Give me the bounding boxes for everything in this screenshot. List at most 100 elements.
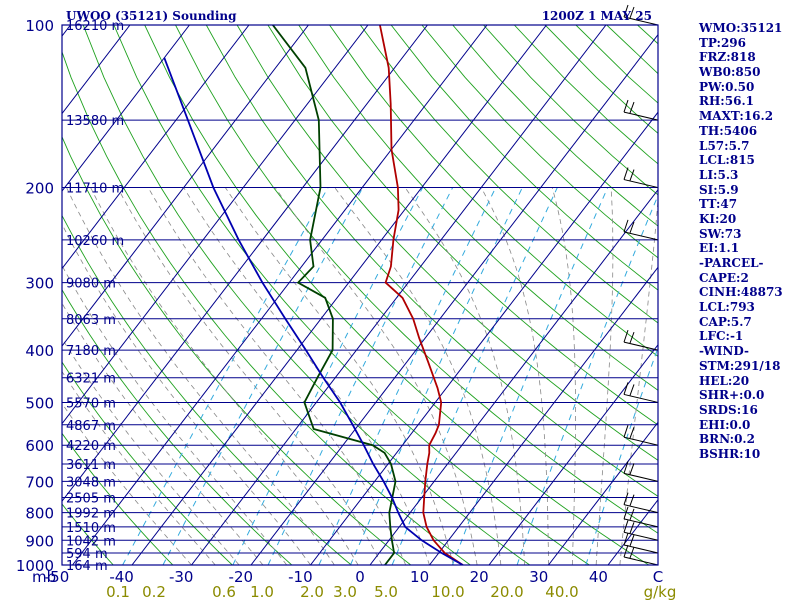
isotherm — [62, 25, 428, 502]
index-item: L57:5.7 — [699, 138, 750, 153]
mixing-ratio-tick-label: 20.0 — [490, 583, 523, 600]
height-label: 6321 m — [66, 372, 116, 387]
temperature-tick-label: 40 — [589, 568, 608, 586]
index-item: STM:291/18 — [699, 358, 781, 373]
height-label: 3048 m — [66, 475, 116, 490]
moist-adiabat — [274, 187, 478, 565]
temperature-tick-label: -40 — [109, 568, 134, 586]
height-label: 7180 m — [66, 344, 116, 359]
pressure-tick-label: 500 — [25, 394, 54, 412]
stability-indices: WMO:35121 TP:296 FRZ:818 WB0:850 PW:0.50 RH:5… — [699, 21, 783, 462]
index-item: FRZ:818 — [699, 50, 756, 65]
pressure-tick-label: 300 — [25, 275, 54, 293]
isotherm — [62, 25, 309, 347]
height-label: 10260 m — [66, 234, 124, 249]
temperature-tick-label: -10 — [288, 568, 313, 586]
index-item: LFC:-1 — [699, 329, 744, 344]
profile-lines — [163, 25, 464, 565]
mixing-ratio-tick-label: 10.0 — [431, 583, 464, 600]
temperature-line — [379, 25, 464, 565]
pressure-tick-label: 900 — [25, 532, 54, 550]
index-item: PW:0.50 — [699, 79, 755, 94]
index-item: KI:20 — [699, 211, 737, 226]
index-item: LI:5.3 — [699, 167, 739, 182]
height-label: 594 m — [66, 547, 108, 562]
index-item: WB0:850 — [699, 65, 761, 80]
index-item: BRN:0.2 — [699, 432, 755, 447]
mixing-ratio-line — [391, 187, 558, 565]
height-label: 9080 m — [66, 277, 116, 292]
index-item: -WIND- — [699, 344, 749, 359]
isotherm — [488, 343, 658, 565]
height-label: 1992 m — [66, 507, 116, 522]
wind-barb — [623, 99, 659, 121]
sounding-time: 1200Z 1 MAY 25 — [542, 9, 652, 23]
isotherm — [429, 266, 658, 565]
wind-barb — [623, 425, 659, 446]
index-item: -PARCEL- — [699, 256, 764, 270]
height-label: 8063 m — [66, 313, 116, 328]
temperature-tick-label: C — [653, 568, 663, 586]
index-item: EI:1.1 — [699, 241, 740, 256]
moist-adiabat — [66, 187, 335, 565]
moist-adiabat — [183, 187, 430, 565]
mixing-ratio-tick-label: 3.0 — [333, 583, 357, 600]
temperature-tick-label: -50 — [45, 568, 70, 586]
isotherm — [62, 25, 250, 270]
station-title: UWOO (35121) Sounding — [66, 9, 237, 23]
index-item: CAPE:2 — [699, 270, 749, 285]
dry-adiabat — [792, 25, 800, 565]
isotherm — [369, 188, 658, 565]
axis-labels: 16210 m 13580 m 11710 m 10260 m 9080 m 8063 m… — [16, 17, 677, 600]
height-label: 164 m — [66, 559, 108, 574]
index-item: HEL:20 — [699, 373, 750, 388]
wind-barb — [623, 461, 659, 482]
mixing-ratio-line — [516, 194, 658, 565]
mixing-ratio-tick-label: 1.0 — [250, 583, 274, 600]
mixing-ratio-tick-label: g/kg — [644, 583, 677, 600]
moist-adiabat — [117, 187, 383, 565]
wind-barb — [623, 382, 659, 403]
mixing-ratio-tick-label: 0.6 — [212, 583, 236, 600]
height-label: 1510 m — [66, 521, 116, 536]
index-item: EHI:0.0 — [699, 417, 751, 432]
mixing-ratio-tick-label: 5.0 — [374, 583, 398, 600]
pressure-tick-label: 100 — [25, 17, 54, 35]
mixing-ratio-tick-label: 0.1 — [106, 583, 130, 600]
pressure-unit: mb — [32, 568, 56, 586]
mixing-ratio-tick-label: 0.2 — [142, 583, 166, 600]
index-item: WMO:35121 — [699, 21, 783, 35]
wind-barb — [623, 492, 659, 514]
pressure-tick-label: 1000 — [16, 557, 54, 575]
mixing-ratio-line — [318, 187, 497, 565]
index-item: CAP:5.7 — [699, 314, 752, 329]
index-item: MAXT:16.2 — [699, 109, 774, 124]
isotherm — [62, 25, 369, 425]
index-item: LCL:793 — [699, 300, 755, 315]
isotherm — [0, 25, 11, 565]
pressure-tick-label: 400 — [25, 342, 54, 360]
height-label: 11710 m — [66, 182, 124, 197]
index-item: TH:5406 — [699, 123, 758, 138]
index-item: LCL:815 — [699, 153, 755, 168]
wind-barb — [623, 4, 659, 26]
mixing-ratio-line — [451, 187, 609, 565]
wind-barbs — [623, 4, 659, 566]
index-item: TP:296 — [699, 35, 747, 50]
index-item: CINH:48873 — [699, 285, 783, 300]
plot-frame — [61, 24, 659, 566]
index-item: SW:73 — [699, 226, 742, 241]
pressure-tick-label: 600 — [25, 437, 54, 455]
height-label: 13580 m — [66, 114, 124, 129]
index-item: SHR+:0.0 — [699, 388, 765, 403]
wind-barb — [623, 544, 659, 566]
temperature-tick-label: -30 — [169, 568, 194, 586]
height-label: 3611 m — [66, 458, 116, 473]
height-label: 4867 m — [66, 419, 116, 434]
dewpoint-line — [272, 25, 397, 565]
height-label: 4220 m — [66, 439, 116, 454]
temperature-tick-label: -20 — [229, 568, 254, 586]
mixing-ratio-tick-label: 40.0 — [545, 583, 578, 600]
wind-barb — [623, 167, 659, 189]
wind-barb — [623, 219, 659, 241]
